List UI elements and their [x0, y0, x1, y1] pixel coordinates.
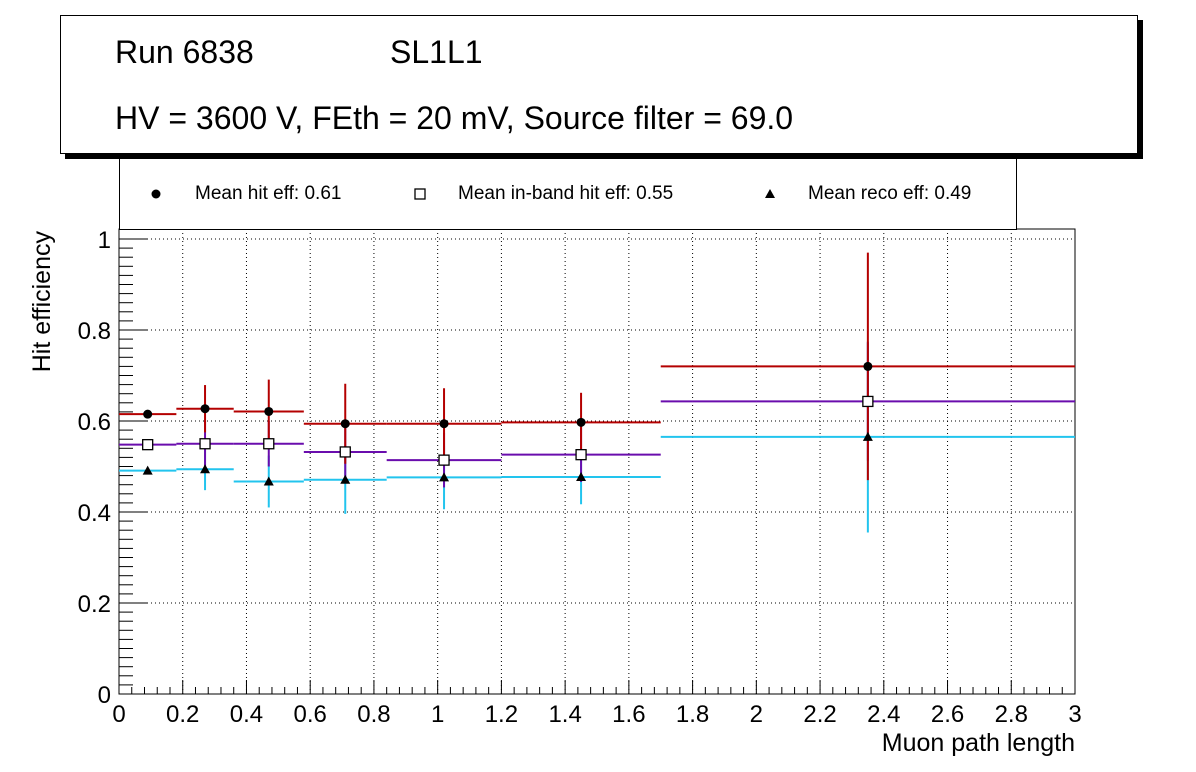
inband-point [263, 438, 275, 450]
x-tick-label: 2 [750, 701, 763, 728]
legend-hit-label: Mean hit eff: 0.61 [195, 183, 342, 204]
y-tick-label: 0.4 [78, 500, 111, 527]
y-tick-label: 1 [98, 227, 111, 254]
plot-frame [118, 228, 1076, 695]
x-tick-label: 0 [112, 701, 125, 728]
y-tick-label: 0 [98, 682, 111, 709]
legend: Mean hit eff: 0.61 Mean in-band hit eff:… [119, 157, 1017, 230]
hit-point [576, 417, 586, 427]
inband-point [438, 454, 450, 466]
series-reco [119, 341, 1075, 533]
inband-point [199, 438, 211, 450]
series-hit [119, 252, 1075, 481]
reco-point [263, 476, 274, 486]
axis-ticks: 0 0.2 0.4 0.6 0.8 1 1.2 1.4 1.6 1.8 2 2.2 2.4 2.6 2.8 3… [78, 227, 1082, 728]
reco-point [142, 465, 153, 475]
legend-marker-circle-icon [151, 189, 161, 199]
y-tick-label: 0.6 [78, 409, 111, 436]
x-axis-title: Muon path length [882, 729, 1075, 757]
x-tick-label: 2.4 [867, 701, 900, 728]
series-inband [119, 342, 1075, 488]
markers-hit [143, 361, 873, 429]
hit-point [340, 419, 350, 429]
x-tick-label: 1.2 [485, 701, 518, 728]
x-tick-label: 1.4 [548, 701, 581, 728]
x-tick-label: 0.8 [357, 701, 390, 728]
x-tick-label: 2.2 [803, 701, 836, 728]
layer-label: SL1L1 [390, 34, 483, 70]
reco-point [439, 472, 450, 482]
y-axis-title: Hit efficiency [28, 231, 56, 373]
x-tick-label: 0.6 [294, 701, 327, 728]
legend-reco-label: Mean reco eff: 0.49 [808, 183, 972, 204]
x-tick-label: 2.6 [931, 701, 964, 728]
inband-point [575, 449, 587, 461]
reco-point [200, 464, 211, 474]
y-tick-label: 0.8 [78, 318, 111, 345]
legend-marker-open-square-icon [414, 188, 426, 200]
grid [119, 229, 1075, 694]
x-tick-label: 1.8 [676, 701, 709, 728]
hit-point [143, 409, 153, 419]
x-tick-label: 2.8 [995, 701, 1028, 728]
title-box: Run 6838 SL1L1 HV = 3600 V, FEth = 20 mV… [60, 15, 1138, 154]
hit-point [200, 404, 210, 414]
reco-point [576, 471, 587, 481]
x-tick-label: 0.2 [166, 701, 199, 728]
y-tick-label: 0.2 [78, 591, 111, 618]
legend-inband-label: Mean in-band hit eff: 0.55 [458, 183, 674, 204]
hit-point [439, 419, 449, 429]
x-tick-label: 0.4 [230, 701, 263, 728]
markers-reco [142, 431, 873, 486]
legend-marker-triangle-icon [765, 189, 775, 198]
x-tick-label: 1 [431, 701, 444, 728]
reco-point [340, 474, 351, 484]
reco-point [862, 431, 873, 441]
inband-point [339, 446, 351, 458]
hit-point [863, 361, 873, 371]
x-tick-label: 1.6 [612, 701, 645, 728]
x-tick-label: 3 [1068, 701, 1081, 728]
run-label: Run 6838 [115, 34, 254, 70]
inband-point [862, 395, 874, 408]
inband-point [142, 439, 154, 451]
conditions-label: HV = 3600 V, FEth = 20 mV, Source filter… [115, 100, 794, 136]
markers-inband [142, 395, 874, 466]
series-layer [119, 252, 1075, 533]
hit-point [264, 406, 274, 416]
